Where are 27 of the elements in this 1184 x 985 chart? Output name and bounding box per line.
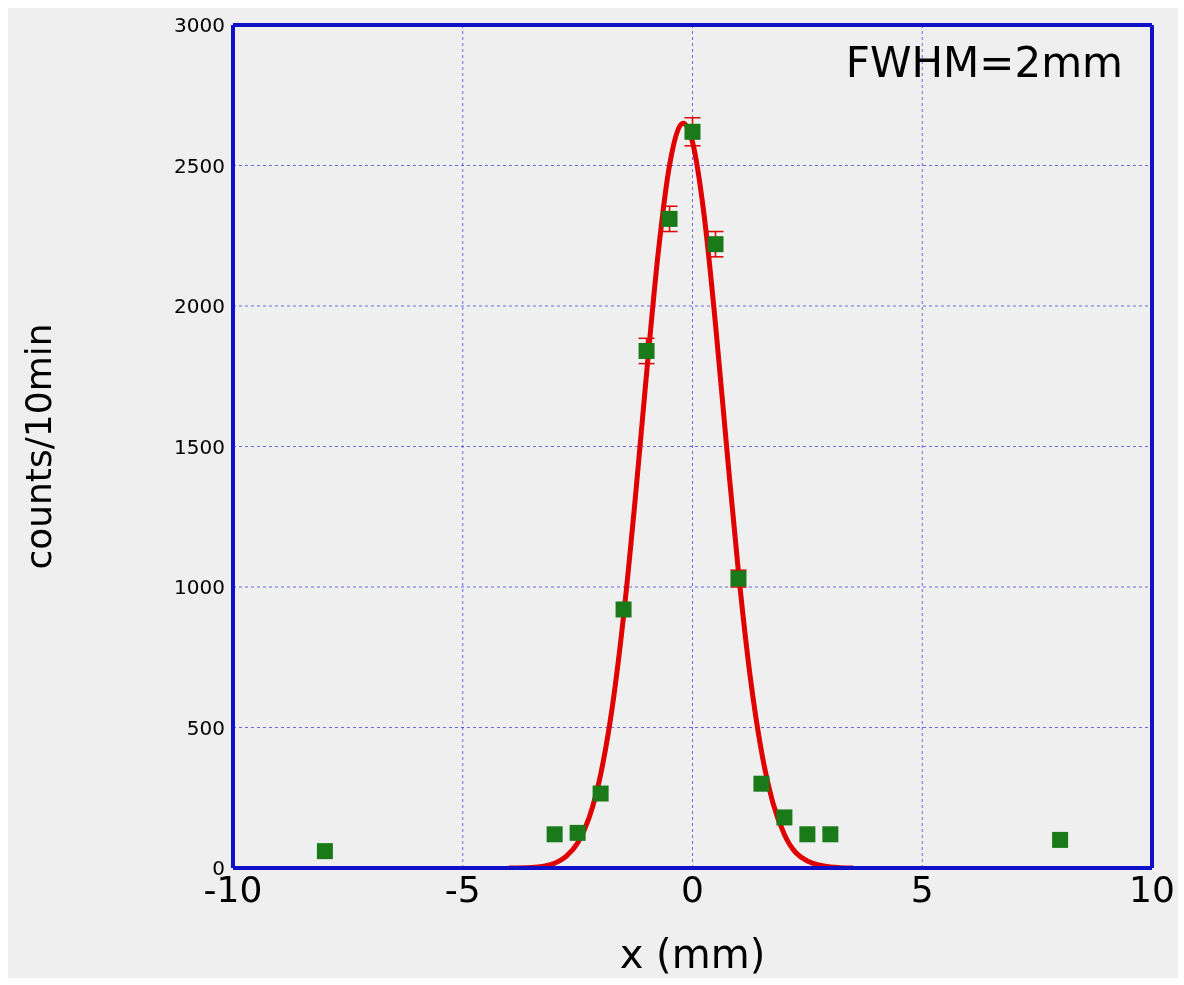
x-tick-label: 10 <box>1129 868 1175 910</box>
y-tick-label: 2000 <box>174 294 225 319</box>
x-tick-label: -5 <box>444 868 481 910</box>
point <box>569 824 586 841</box>
point <box>776 809 793 826</box>
point <box>822 826 839 843</box>
point <box>638 342 655 359</box>
y-axis-title: counts/10min <box>17 323 59 570</box>
y-tick-label: 2500 <box>174 153 225 178</box>
y-tick-label: 1500 <box>174 434 225 459</box>
y-tick-label: 3000 <box>174 13 225 38</box>
point <box>661 210 678 227</box>
point <box>592 785 609 802</box>
point <box>546 826 563 843</box>
point <box>684 123 701 140</box>
x-tick-label: 5 <box>910 868 934 910</box>
point <box>1052 831 1069 848</box>
annotation: FWHM=2mm <box>845 38 1123 87</box>
point <box>753 775 770 792</box>
point <box>707 236 724 253</box>
point <box>615 601 632 618</box>
x-tick-label: 0 <box>681 868 704 910</box>
point <box>799 826 816 843</box>
y-tick-label: 500 <box>186 715 225 740</box>
point <box>316 843 333 860</box>
x-axis-title: x (mm) <box>619 931 766 977</box>
y-tick-label: 1000 <box>174 575 225 600</box>
